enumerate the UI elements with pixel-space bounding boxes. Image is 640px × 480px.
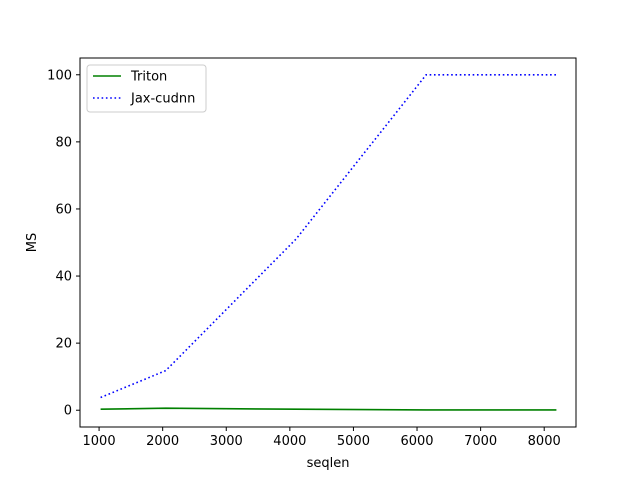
x-tick-label: 8000 <box>528 434 561 449</box>
legend-label-0: Triton <box>130 70 167 85</box>
y-axis-label: MS <box>25 233 40 252</box>
x-tick-label: 5000 <box>337 434 370 449</box>
x-axis-label: seqlen <box>307 456 350 471</box>
legend: Triton Jax-cudnn <box>86 64 207 113</box>
x-tick-label: 6000 <box>400 434 433 449</box>
y-tick-label: 60 <box>55 202 72 217</box>
x-tick-label: 7000 <box>464 434 497 449</box>
series-line-1 <box>100 73 557 399</box>
x-tick-label: 3000 <box>210 434 243 449</box>
series-line-0 <box>100 407 557 411</box>
x-tick-label: 4000 <box>273 434 306 449</box>
series-layer <box>100 73 557 411</box>
legend-label-1: Jax-cudnn <box>130 92 195 107</box>
y-tick-label: 20 <box>55 337 72 352</box>
x-axis: 1000 2000 3000 4000 5000 6000 7000 8000 <box>83 427 561 449</box>
y-tick-label: 0 <box>64 404 72 419</box>
y-axis: 0 20 40 60 80 100 <box>47 68 80 419</box>
y-tick-label: 80 <box>55 135 72 150</box>
x-tick-label: 2000 <box>146 434 179 449</box>
plot-frame <box>79 57 577 428</box>
x-tick-label: 1000 <box>83 434 116 449</box>
y-tick-label: 100 <box>47 68 72 83</box>
y-tick-label: 40 <box>55 270 72 285</box>
